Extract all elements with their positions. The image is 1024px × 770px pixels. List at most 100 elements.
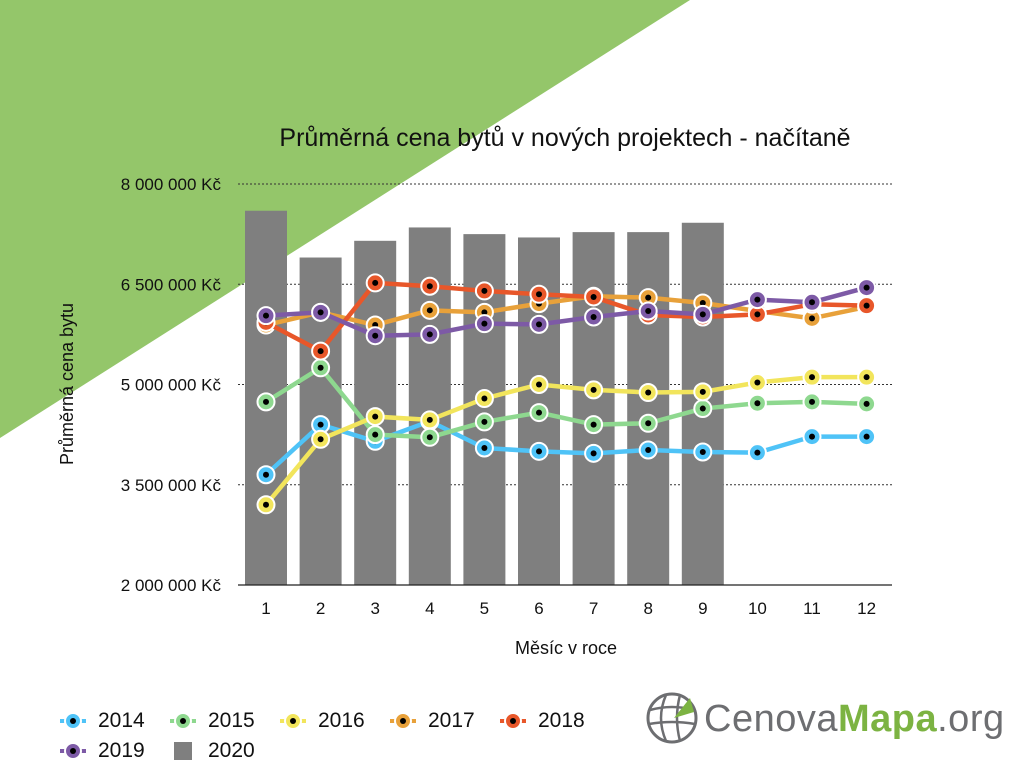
legend-label: 2019 bbox=[98, 739, 145, 762]
point-2019-month-12 bbox=[857, 278, 877, 298]
point-2018-month-12 bbox=[857, 296, 877, 316]
point-2016-month-6 bbox=[529, 375, 549, 394]
point-2015-month-1 bbox=[256, 392, 276, 412]
x-tick-label: 4 bbox=[425, 599, 434, 618]
series-2014 bbox=[256, 411, 877, 485]
point-2015-month-12 bbox=[857, 394, 877, 414]
point-2014-month-12 bbox=[857, 427, 877, 447]
point-2019-month-5 bbox=[474, 314, 494, 334]
x-tick-label: 9 bbox=[698, 599, 707, 618]
point-2018-month-3 bbox=[365, 273, 385, 293]
point-2018-month-10 bbox=[747, 304, 767, 324]
chart-title: Průměrná cena bytů v nových projektech -… bbox=[279, 124, 851, 152]
point-2016-month-9 bbox=[693, 382, 713, 402]
point-2014-month-2 bbox=[311, 415, 331, 435]
point-2014-month-11 bbox=[802, 427, 822, 447]
legend-marker-2019 bbox=[60, 738, 86, 764]
point-2016-month-4 bbox=[420, 410, 440, 430]
point-2015-month-5 bbox=[474, 412, 494, 432]
point-2019-month-9 bbox=[693, 304, 713, 324]
series-2018 bbox=[256, 273, 877, 361]
legend-item-2017: 2017 bbox=[390, 708, 475, 734]
point-2016-month-2 bbox=[311, 429, 331, 449]
point-2014-month-5 bbox=[474, 438, 494, 458]
point-2014-month-7 bbox=[584, 443, 604, 463]
point-2015-month-9 bbox=[693, 399, 713, 419]
line-series bbox=[256, 273, 877, 515]
legend-item-2018: 2018 bbox=[500, 708, 585, 734]
point-2018-month-5 bbox=[474, 281, 494, 301]
point-2015-month-6 bbox=[529, 403, 549, 423]
point-2017-month-11 bbox=[802, 308, 822, 328]
point-2015-month-8 bbox=[638, 413, 658, 433]
point-2016-month-8 bbox=[638, 383, 658, 403]
legend-marker-2016 bbox=[280, 708, 306, 734]
point-2016-month-12 bbox=[857, 367, 877, 387]
point-2014-month-6 bbox=[529, 441, 549, 461]
legend-label: 2017 bbox=[428, 709, 475, 732]
logo-text-cenova: Cenova bbox=[704, 698, 838, 740]
y-axis-label: Průměrná cena bytu bbox=[57, 303, 77, 465]
point-2016-month-1 bbox=[256, 495, 276, 515]
x-tick-label: 5 bbox=[480, 599, 489, 618]
legend-item-2016: 2016 bbox=[280, 708, 365, 734]
legend-label: 2018 bbox=[538, 709, 585, 732]
legend-label: 2014 bbox=[98, 709, 145, 732]
point-2018-month-7 bbox=[584, 287, 604, 307]
point-2015-month-2 bbox=[311, 358, 331, 378]
point-2019-month-6 bbox=[529, 314, 549, 334]
series-2019 bbox=[256, 278, 877, 346]
legend-item-2020: 2020 bbox=[170, 738, 255, 764]
x-tick-label: 2 bbox=[316, 599, 325, 618]
logo-text-org: .org bbox=[937, 698, 1005, 740]
point-2016-month-10 bbox=[747, 372, 767, 392]
point-2015-month-11 bbox=[802, 392, 822, 412]
legend-marker-2015 bbox=[170, 708, 196, 734]
x-tick-label: 1 bbox=[261, 599, 270, 618]
point-2017-month-4 bbox=[420, 300, 440, 320]
x-tick-label: 11 bbox=[803, 599, 821, 618]
legend-label: 2015 bbox=[208, 709, 255, 732]
point-2019-month-3 bbox=[365, 326, 385, 346]
point-2019-month-4 bbox=[420, 324, 440, 344]
point-2019-month-1 bbox=[256, 306, 276, 326]
point-2016-month-11 bbox=[802, 367, 822, 387]
logo-text-mapa: Mapa bbox=[837, 698, 938, 740]
x-tick-label: 10 bbox=[748, 599, 767, 618]
legend-label: 2016 bbox=[318, 709, 365, 732]
globe-icon bbox=[646, 692, 698, 744]
x-axis-ticks: 1 2 3 4 5 6 7 8 9 10 11 12 bbox=[261, 599, 876, 618]
point-2016-month-7 bbox=[584, 380, 604, 400]
point-2014-month-1 bbox=[256, 465, 276, 485]
y-tick-label: 3 500 000 Kč bbox=[121, 476, 222, 495]
y-tick-label: 2 000 000 Kč bbox=[121, 576, 222, 595]
legend-item-2014: 2014 bbox=[60, 708, 145, 734]
point-2017-month-8 bbox=[638, 288, 658, 308]
x-tick-label: 8 bbox=[643, 599, 652, 618]
point-2019-month-8 bbox=[638, 301, 658, 321]
point-2019-month-11 bbox=[802, 292, 822, 312]
point-2018-month-6 bbox=[529, 284, 549, 304]
x-axis-label: Měsíc v roce bbox=[515, 638, 617, 658]
legend-marker-2020 bbox=[170, 738, 196, 764]
chart-plot: 8 000 000 Kč 6 500 000 Kč 5 000 000 Kč 3 50… bbox=[57, 175, 892, 658]
y-tick-label: 6 500 000 Kč bbox=[121, 275, 222, 294]
point-2014-month-10 bbox=[747, 443, 767, 463]
point-2019-month-7 bbox=[584, 307, 604, 327]
point-2018-month-4 bbox=[420, 276, 440, 296]
legend-label: 2020 bbox=[208, 739, 255, 762]
x-tick-label: 6 bbox=[534, 599, 543, 618]
point-2016-month-3 bbox=[365, 407, 385, 427]
bar-2020-month-8 bbox=[627, 232, 670, 585]
series-2015 bbox=[256, 358, 877, 447]
bar-2020-month-7 bbox=[572, 232, 615, 585]
legend-marker-2018 bbox=[500, 708, 526, 734]
point-2016-month-5 bbox=[474, 389, 494, 409]
gridlines bbox=[238, 183, 892, 486]
point-2018-month-2 bbox=[311, 341, 331, 361]
x-tick-label: 12 bbox=[857, 599, 876, 618]
legend-marker-2017 bbox=[390, 708, 416, 734]
cenovamapa-logo: CenovaMapa.org bbox=[642, 686, 1012, 750]
x-tick-label: 3 bbox=[370, 599, 379, 618]
